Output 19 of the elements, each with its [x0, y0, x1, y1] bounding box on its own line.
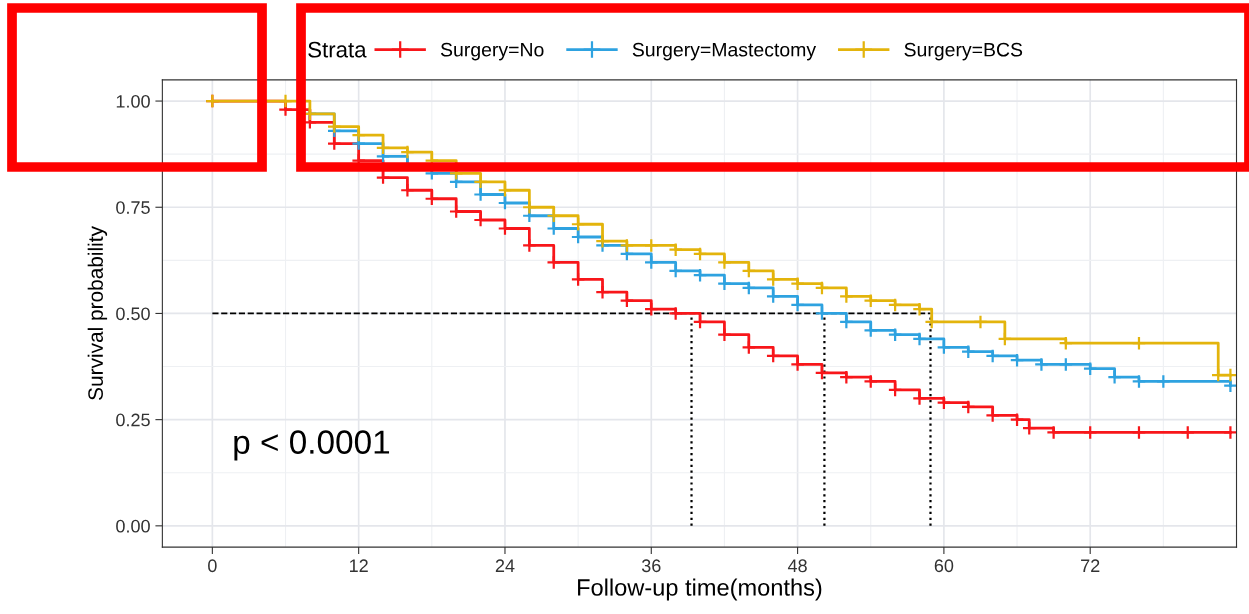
legend-label: Surgery=BCS: [904, 42, 1023, 61]
x-tick-label: 36: [641, 559, 661, 573]
y-tick-label: 0.75: [116, 201, 150, 214]
x-axis-title: Follow-up time(months): [578, 578, 822, 601]
y-tick-label: 0.00: [116, 519, 150, 533]
legend-label: Surgery=Mastectomy: [632, 42, 817, 61]
x-tick-label: 12: [350, 559, 368, 572]
x-tick-label: 0: [208, 559, 217, 573]
y-tick-label: 1.00: [116, 94, 150, 108]
y-axis-title: Survival probability: [87, 226, 108, 400]
x-tick-label: 72: [1081, 559, 1100, 572]
annotation: p < 0.0001: [234, 430, 390, 461]
x-tick-label: 24: [495, 559, 515, 572]
legend-title: Strata: [308, 41, 367, 58]
y-tick-label: 0.25: [116, 413, 150, 427]
y-tick-label: 0.50: [116, 307, 150, 321]
x-tick-label: 48: [787, 559, 807, 573]
x-tick-label: 60: [934, 559, 954, 573]
legend-label: Surgery=No: [440, 42, 544, 61]
